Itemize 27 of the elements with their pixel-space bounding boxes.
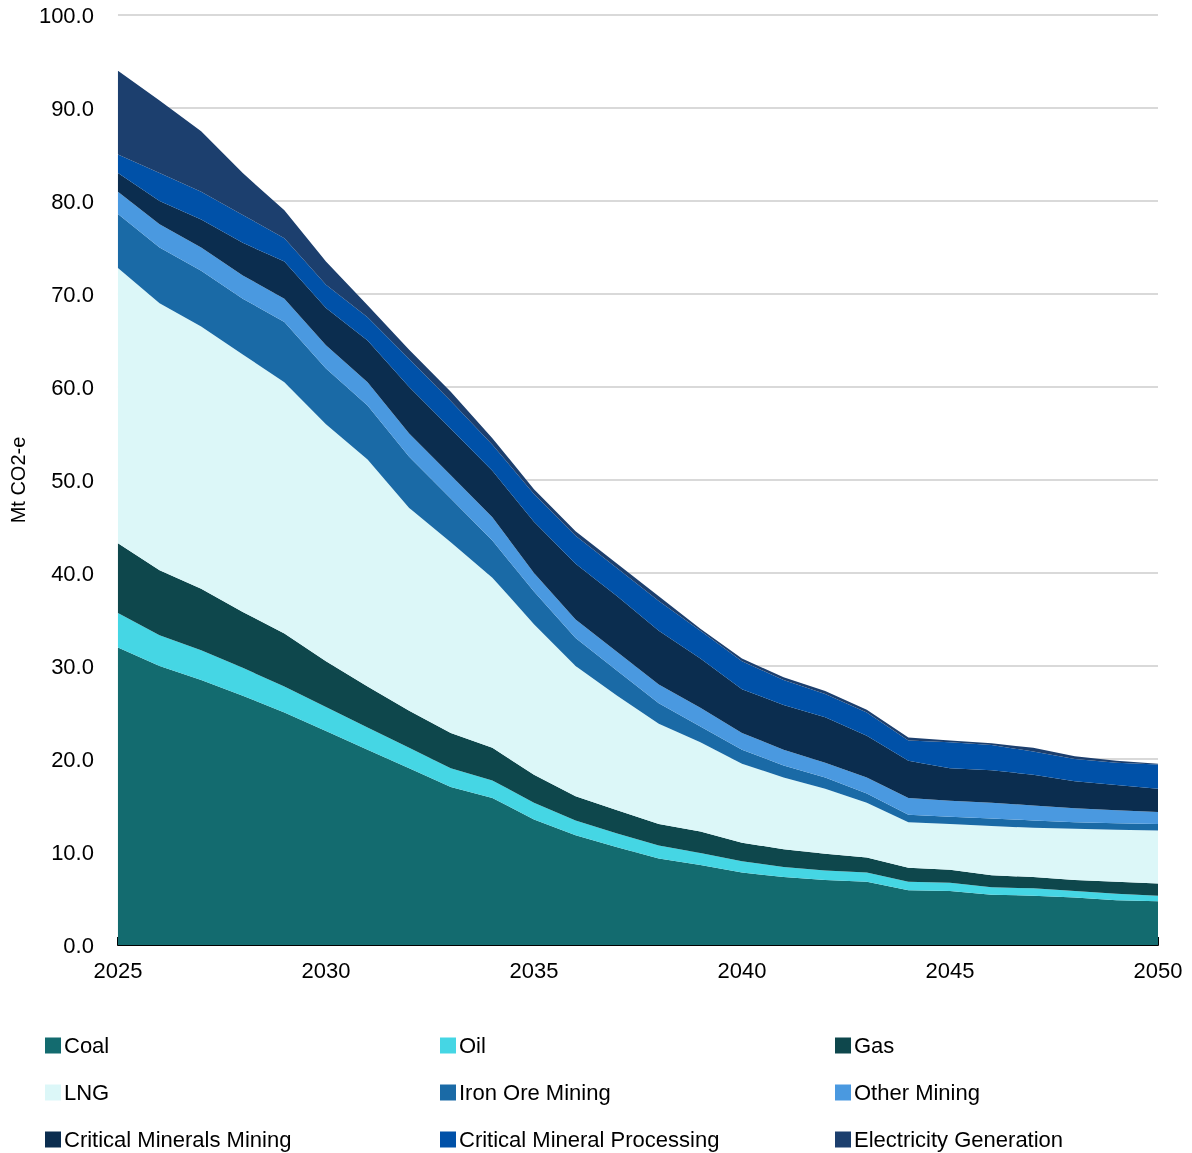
legend-label: Critical Mineral Processing	[459, 1127, 720, 1152]
legend-label: Iron Ore Mining	[459, 1080, 611, 1105]
legend-label: Other Mining	[854, 1080, 980, 1105]
legend-label: Gas	[854, 1033, 895, 1058]
legend-label: Critical Minerals Mining	[64, 1127, 292, 1152]
y-tick-label: 70.0	[51, 281, 94, 307]
x-tick-label: 2035	[509, 957, 559, 983]
x-tick-label: 2030	[301, 957, 351, 983]
y-tick-label: 100.0	[38, 2, 94, 28]
y-tick-label: 50.0	[51, 467, 94, 493]
legend-label: LNG	[64, 1080, 110, 1105]
legend-label: Oil	[459, 1033, 486, 1058]
legend-label: Coal	[64, 1033, 110, 1058]
y-tick-label: 90.0	[51, 95, 94, 121]
x-tick-label: 2050	[1133, 957, 1183, 983]
y-tick-label: 10.0	[51, 839, 94, 865]
x-tick-label: 2045	[925, 957, 975, 983]
x-tick-label: 2025	[93, 957, 143, 983]
y-tick-label: 30.0	[51, 653, 94, 679]
y-tick-label: 40.0	[51, 560, 94, 586]
y-tick-label: 20.0	[51, 746, 94, 772]
x-tick-label: 2040	[717, 957, 767, 983]
y-axis-title: Mt CO2-e	[7, 436, 29, 524]
y-tick-label: 80.0	[51, 188, 94, 214]
legend-label: Electricity Generation	[854, 1127, 1064, 1152]
y-tick-label: 0.0	[63, 932, 94, 958]
y-tick-label: 60.0	[51, 374, 94, 400]
